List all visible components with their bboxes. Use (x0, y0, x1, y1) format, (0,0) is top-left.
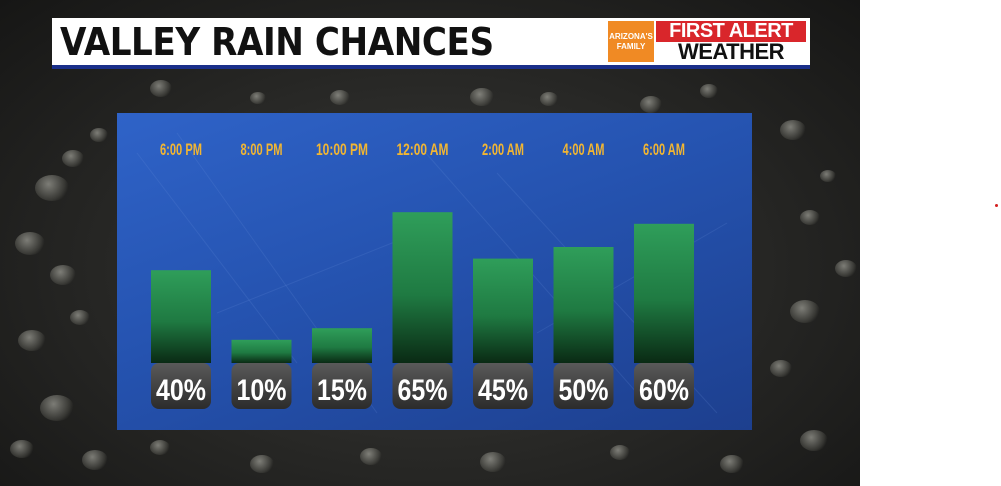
raindrop (18, 330, 46, 351)
raindrop (50, 265, 76, 285)
rain-chance-bar (634, 223, 694, 363)
red-dot-marker (995, 204, 998, 207)
value-label-box (553, 363, 614, 409)
time-label: 2:00 AM (482, 140, 524, 159)
rain-chance-bar (392, 212, 453, 363)
value-label-box (392, 363, 453, 409)
raindrop (780, 120, 806, 140)
page-title: VALLEY RAIN CHANCES (60, 20, 494, 64)
panel-streak (136, 152, 298, 364)
value-label-box (231, 363, 292, 409)
raindrop (800, 430, 828, 451)
value-label: 10% (237, 374, 287, 407)
raindrop (250, 455, 274, 473)
raindrop (250, 92, 266, 104)
raindrop (640, 96, 662, 113)
time-label: 10:00 PM (316, 140, 368, 159)
time-label: 8:00 PM (241, 140, 283, 159)
first-alert-logo: FIRST ALERT (656, 21, 806, 42)
raindrop (835, 260, 857, 277)
rain-chance-chart: 6:00 PM 40% 8:00 PM 10% 10:00 PM 15% 12:00 AM 6… (136, 132, 728, 414)
logo-brand-line2: FAMILY (616, 41, 646, 51)
time-label: 6:00 PM (160, 140, 202, 159)
title-bar: VALLEY RAIN CHANCES ARIZONA'S FAMILY FIR… (52, 18, 810, 69)
raindrop (70, 310, 90, 325)
rain-chance-bar (553, 247, 614, 363)
raindrop (470, 88, 494, 106)
raindrop (770, 360, 792, 377)
value-label: 60% (639, 374, 689, 407)
raindrop (480, 452, 506, 472)
weather-graphic: VALLEY RAIN CHANCES ARIZONA'S FAMILY FIR… (0, 0, 860, 486)
value-label: 15% (317, 374, 367, 407)
raindrop (82, 450, 108, 470)
time-label: 4:00 AM (563, 140, 605, 159)
raindrop (150, 440, 170, 455)
value-label: 65% (398, 374, 448, 407)
panel-streak (216, 232, 418, 314)
rain-chance-bar (231, 339, 292, 363)
rain-chance-bar (473, 258, 533, 363)
time-label: 6:00 AM (643, 140, 685, 159)
value-label-box (473, 363, 533, 409)
raindrop (15, 232, 45, 255)
raindrop (790, 300, 820, 323)
raindrop (700, 84, 718, 98)
raindrop (820, 170, 836, 182)
rain-chance-bar (151, 270, 211, 363)
value-label: 40% (156, 374, 206, 407)
arizonas-family-logo: ARIZONA'S FAMILY (608, 21, 654, 62)
chart-panel: 6:00 PM 40% 8:00 PM 10% 10:00 PM 15% 12:00 AM 6… (117, 113, 752, 430)
raindrop (35, 175, 69, 201)
logo-brand-line1: ARIZONA'S (609, 31, 653, 41)
time-label: 12:00 AM (397, 140, 449, 159)
raindrop (540, 92, 558, 106)
value-label-box (312, 363, 372, 409)
raindrop (330, 90, 350, 105)
value-label: 45% (478, 374, 528, 407)
raindrop (800, 210, 820, 225)
value-label-box (151, 363, 211, 409)
weather-logo: WEATHER (677, 39, 785, 64)
raindrop (150, 80, 172, 97)
raindrop (62, 150, 84, 167)
raindrop (360, 448, 382, 465)
raindrop (40, 395, 74, 421)
value-label-box (634, 363, 694, 409)
rain-chance-bar (312, 328, 372, 363)
raindrop (610, 445, 630, 460)
value-label: 50% (559, 374, 609, 407)
raindrop (720, 455, 744, 473)
raindrop (90, 128, 108, 142)
raindrop (10, 440, 34, 458)
